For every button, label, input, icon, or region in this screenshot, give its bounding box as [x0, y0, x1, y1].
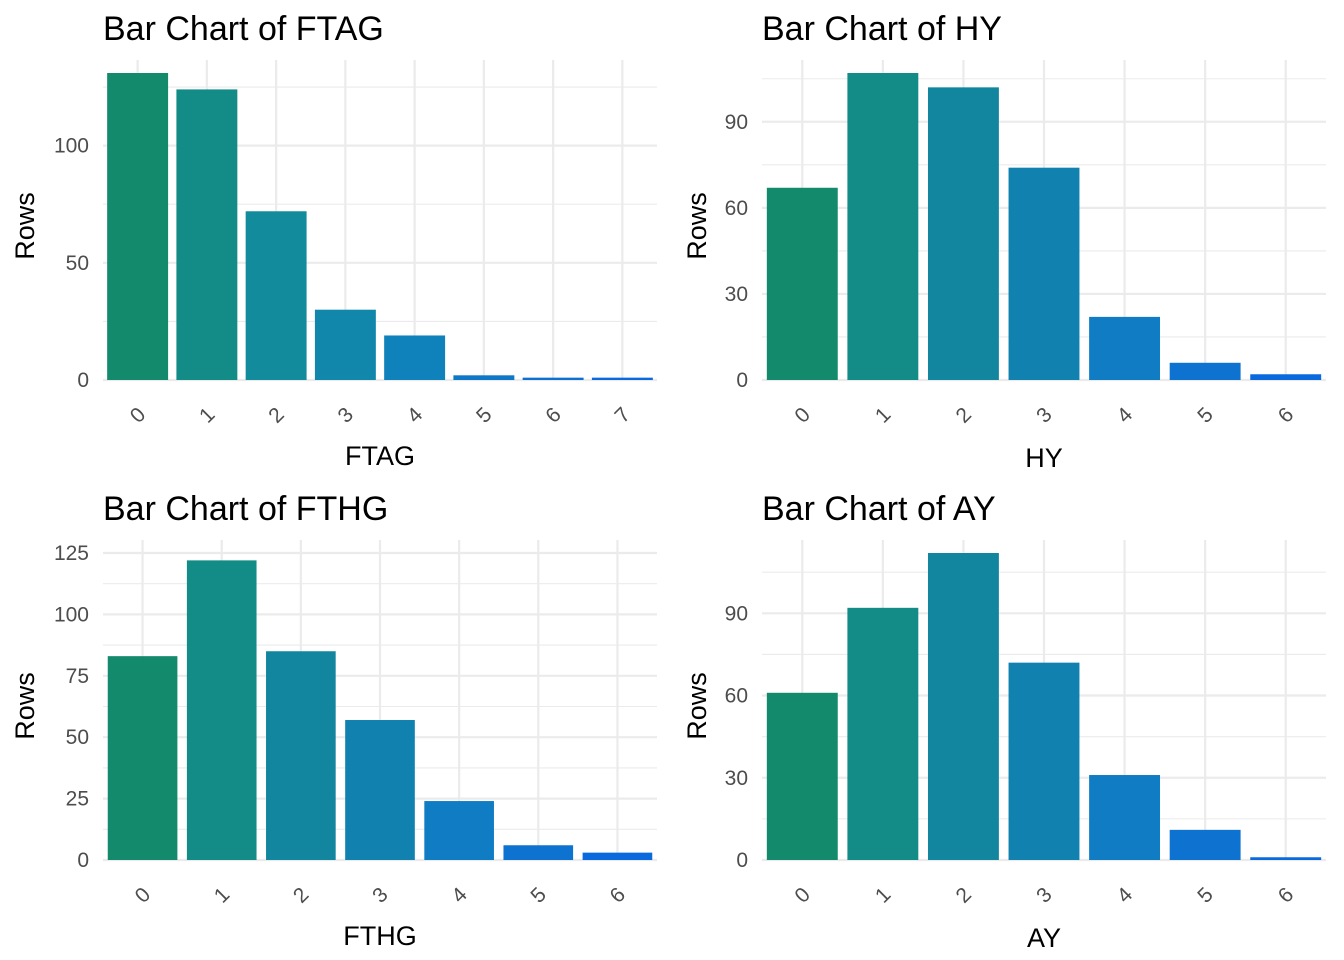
x-tick-label: 2 — [264, 403, 289, 428]
x-tick-label: 5 — [1193, 403, 1218, 428]
y-tick-label: 100 — [54, 135, 89, 158]
bar-0 — [766, 692, 838, 860]
y-tick-label: 50 — [66, 726, 89, 749]
bar-4 — [1089, 775, 1161, 860]
y-axis-title: Rows — [682, 192, 712, 260]
bar-1 — [847, 73, 919, 380]
x-tick-label: 6 — [606, 883, 631, 908]
bar-2 — [927, 87, 999, 380]
y-axis-title: Rows — [10, 672, 40, 740]
y-tick-label: 125 — [54, 542, 89, 565]
x-tick-label: 7 — [610, 403, 635, 428]
bar-0 — [107, 656, 178, 860]
x-tick-label: 3 — [1032, 403, 1057, 428]
y-tick-label: 30 — [725, 767, 748, 790]
x-tick-label: 4 — [1113, 883, 1138, 908]
bar-5 — [453, 375, 515, 380]
bar-2 — [245, 211, 307, 380]
y-tick-label: 75 — [66, 665, 89, 688]
x-tick-label: 3 — [368, 883, 393, 908]
bar-4 — [384, 335, 446, 380]
bar-3 — [1008, 662, 1080, 860]
x-axis-title: FTAG — [345, 441, 415, 471]
x-tick-label: 3 — [333, 403, 358, 428]
bar-0 — [766, 187, 838, 380]
bar-2 — [266, 651, 336, 860]
y-tick-label: 0 — [77, 849, 89, 872]
y-tick-label: 0 — [736, 849, 748, 872]
bar-5 — [1169, 829, 1241, 860]
x-axis-title: FTHG — [343, 921, 417, 951]
y-tick-label: 60 — [725, 197, 748, 220]
x-axis-title: AY — [1027, 923, 1061, 953]
y-tick-label: 60 — [725, 685, 748, 708]
bar-6 — [582, 852, 653, 860]
bar-6 — [522, 377, 584, 380]
x-tick-label: 1 — [210, 883, 235, 908]
x-tick-label: 6 — [1274, 883, 1299, 908]
x-tick-label: 1 — [195, 403, 220, 428]
bars — [107, 73, 653, 381]
y-tick-label: 90 — [725, 602, 748, 625]
x-tick-label: 2 — [289, 883, 314, 908]
y-axis-title: Rows — [10, 192, 40, 260]
bar-4 — [1089, 316, 1161, 380]
chart-title: Bar Chart of AY — [762, 490, 996, 528]
chart-title: Bar Chart of FTAG — [103, 10, 384, 48]
x-tick-label: 1 — [871, 403, 896, 428]
x-tick-label: 1 — [871, 883, 896, 908]
bars — [766, 73, 1322, 380]
x-tick-label: 3 — [1032, 883, 1057, 908]
chart-panel-ay: 0 30 60 90 0 1 2 3 4 5 6 Bar Chart of AY AY Rows — [682, 490, 1326, 953]
x-tick-label: 5 — [472, 403, 497, 428]
y-tick-label: 0 — [77, 369, 89, 392]
y-axis-title: Rows — [682, 672, 712, 740]
y-tick-label: 90 — [725, 111, 748, 134]
bar-7 — [591, 377, 653, 380]
chart-panel-hy: 0 30 60 90 0 1 2 3 4 5 6 Bar Chart of HY HY Rows — [682, 10, 1326, 473]
bar-3 — [345, 720, 415, 860]
bar-3 — [1008, 167, 1080, 380]
chart-title: Bar Chart of FTHG — [103, 490, 388, 528]
x-axis-title: HY — [1025, 443, 1063, 473]
y-tick-label: 25 — [66, 788, 89, 811]
bar-6 — [1250, 374, 1322, 380]
x-tick-label: 5 — [1193, 883, 1218, 908]
x-tick-label: 0 — [126, 403, 151, 428]
bar-4 — [424, 801, 494, 860]
chart-panel-fthg: 0 25 50 75 100 125 0 1 2 3 4 5 6 Bar Chart of FTHG FTH… — [10, 490, 657, 951]
x-tick-label: 5 — [526, 883, 551, 908]
bar-5 — [1169, 362, 1241, 380]
chart-title: Bar Chart of HY — [762, 10, 1002, 48]
x-tick-label: 6 — [541, 403, 566, 428]
bar-1 — [847, 607, 919, 860]
bars — [107, 560, 653, 860]
x-tick-label: 4 — [447, 883, 472, 908]
x-tick-label: 2 — [952, 883, 977, 908]
x-tick-label: 0 — [790, 883, 815, 908]
x-tick-label: 0 — [131, 883, 156, 908]
bar-1 — [176, 89, 238, 381]
bar-6 — [1250, 857, 1322, 860]
bar-1 — [186, 560, 257, 860]
x-tick-label: 4 — [1113, 403, 1138, 428]
x-tick-label: 2 — [952, 403, 977, 428]
x-tick-label: 0 — [790, 403, 815, 428]
bar-2 — [927, 553, 999, 860]
x-tick-label: 6 — [1274, 403, 1299, 428]
y-tick-label: 100 — [54, 603, 89, 626]
bar-3 — [314, 309, 376, 380]
x-tick-label: 4 — [403, 403, 428, 428]
chart-panel-ftag: 0 50 100 0 1 2 3 4 5 6 7 Bar Chart of FTAG FTAG Rows — [10, 10, 657, 471]
bars — [766, 553, 1322, 860]
y-tick-label: 50 — [66, 252, 89, 275]
bar-0 — [107, 73, 169, 380]
bar-5 — [503, 845, 574, 860]
y-tick-label: 0 — [736, 369, 748, 392]
y-tick-label: 30 — [725, 283, 748, 306]
